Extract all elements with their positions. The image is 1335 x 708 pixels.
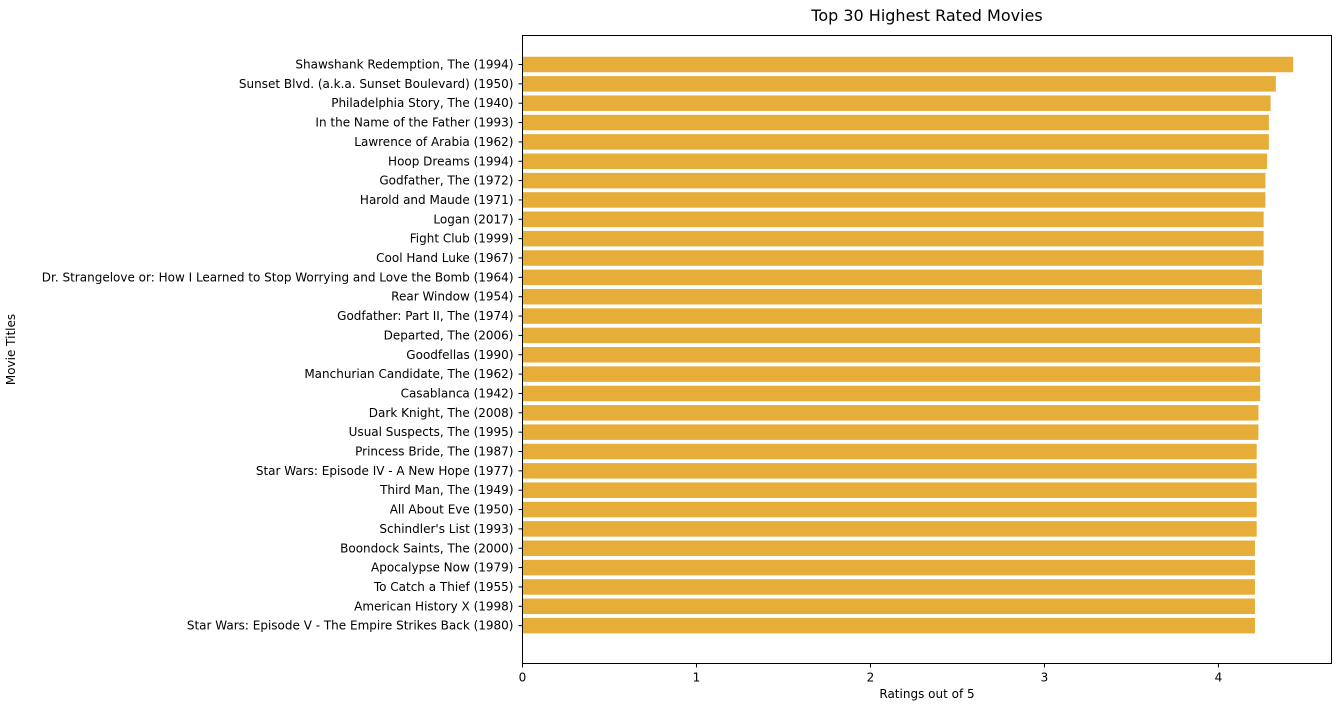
bar — [522, 521, 1257, 537]
bar — [522, 172, 1266, 189]
y-tick-label: Dr. Strangelove or: How I Learned to Sto… — [42, 270, 514, 284]
y-tick-label: Rear Window (1954) — [391, 290, 513, 304]
plot-frame — [522, 35, 1332, 664]
bar — [522, 269, 1262, 286]
bar — [522, 288, 1262, 305]
y-tick-label: To Catch a Thief (1955) — [373, 580, 514, 594]
y-tick-label: Sunset Blvd. (a.k.a. Sunset Boulevard) (… — [239, 77, 514, 91]
bar — [522, 405, 1259, 421]
y-tick-label: Philadelphia Story, The (1940) — [331, 96, 513, 110]
bar — [522, 501, 1257, 518]
y-tick-label: In the Name of the Father (1993) — [315, 116, 513, 130]
bar — [522, 463, 1257, 479]
y-tick-label: Dark Knight, The (2008) — [369, 406, 514, 420]
bar — [522, 617, 1255, 634]
y-tick-label: Third Man, The (1949) — [379, 483, 513, 497]
y-tick-label: Departed, The (2006) — [384, 328, 514, 342]
bar — [522, 95, 1271, 111]
y-tick-label: Cool Hand Luke (1967) — [376, 251, 513, 265]
y-tick-label: Shawshank Redemption, The (1994) — [295, 58, 513, 72]
bar — [522, 482, 1257, 498]
bar — [522, 56, 1294, 73]
bar — [522, 211, 1264, 228]
bar — [522, 385, 1261, 402]
bar — [522, 153, 1268, 169]
bars-layer — [522, 56, 1294, 634]
bar — [522, 540, 1255, 556]
bar — [522, 134, 1269, 150]
y-tick-label: Harold and Maude (1971) — [360, 193, 514, 207]
x-axis-ticks: 0 1 2 3 4 — [519, 663, 1223, 685]
y-tick-label: American History X (1998) — [354, 599, 513, 613]
bar — [522, 327, 1261, 344]
bar — [522, 559, 1255, 576]
bar — [522, 192, 1266, 208]
bar — [522, 230, 1264, 247]
y-tick-label: Boondock Saints, The (2000) — [340, 541, 513, 555]
x-tick-label: 0 — [519, 671, 527, 685]
y-tick-label: Godfather: Part II, The (1974) — [337, 309, 513, 323]
x-tick-label: 2 — [867, 671, 875, 685]
y-tick-label: Apocalypse Now (1979) — [371, 561, 513, 575]
bar — [522, 76, 1276, 92]
y-tick-label: Hoop Dreams (1994) — [388, 154, 513, 168]
x-tick-label: 3 — [1041, 671, 1049, 685]
y-tick-label: Princess Bride, The (1987) — [355, 445, 513, 459]
y-axis-label: Movie Titles — [4, 314, 18, 385]
bar — [522, 598, 1255, 615]
y-tick-label: Star Wars: Episode V - The Empire Strike… — [187, 619, 514, 633]
y-tick-label: Fight Club (1999) — [410, 232, 514, 246]
bar — [522, 347, 1261, 363]
bar — [522, 366, 1261, 382]
y-tick-label: Goodfellas (1990) — [406, 348, 513, 362]
y-tick-label: Casablanca (1942) — [401, 386, 514, 400]
chart-title: Top 30 Highest Rated Movies — [810, 6, 1042, 25]
x-axis-label: Ratings out of 5 — [879, 687, 974, 701]
y-tick-label: Star Wars: Episode IV - A New Hope (1977… — [256, 464, 514, 478]
bar — [522, 579, 1255, 595]
x-tick-label: 4 — [1215, 671, 1223, 685]
x-tick-label: 1 — [693, 671, 701, 685]
y-tick-label: Godfather, The (1972) — [379, 174, 513, 188]
bar — [522, 308, 1262, 324]
bar — [522, 443, 1257, 460]
y-tick-label: Usual Suspects, The (1995) — [349, 425, 514, 439]
y-tick-label: All About Eve (1950) — [390, 503, 514, 517]
y-tick-label: Manchurian Candidate, The (1962) — [304, 367, 513, 381]
y-tick-label: Lawrence of Arabia (1962) — [354, 135, 513, 149]
y-tick-label: Schindler's List (1993) — [379, 522, 513, 536]
bar — [522, 424, 1259, 440]
bar — [522, 114, 1269, 131]
y-axis-ticks: Shawshank Redemption, The (1994) Sunset B… — [42, 58, 523, 633]
y-tick-label: Logan (2017) — [433, 212, 513, 226]
bar — [522, 250, 1264, 266]
